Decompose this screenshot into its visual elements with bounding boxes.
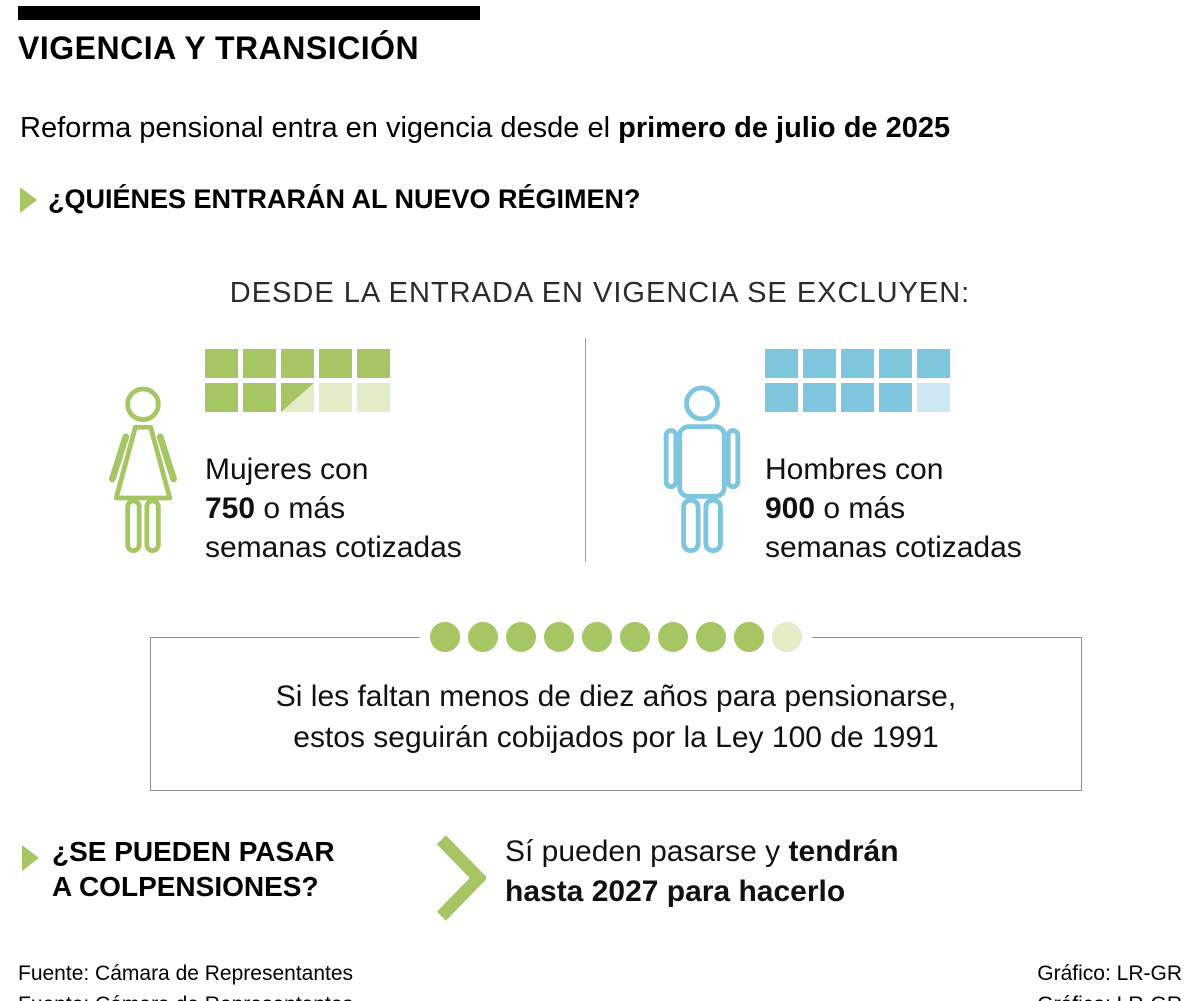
- chevron-right-icon: [434, 834, 488, 927]
- grid-cell-full: [205, 349, 238, 378]
- grid-cell-full: [205, 383, 238, 412]
- grid-cell-full: [243, 349, 276, 378]
- grid-cell-light: [772, 622, 802, 652]
- women-line1: Mujeres con: [205, 453, 369, 486]
- grid-cell-full: [841, 383, 874, 412]
- question-colpensiones-line1: ¿SE PUEDEN PASAR: [52, 836, 335, 867]
- grid-cell-full: [243, 383, 276, 412]
- page-title: VIGENCIA Y TRANSICIÓN: [18, 30, 420, 66]
- grid-cell-full: [917, 349, 950, 378]
- triangle-bullet-icon-2: [22, 845, 39, 871]
- men-value: 900: [765, 492, 816, 525]
- answer-bold-1: tendrán: [788, 835, 899, 868]
- grid-cell-full: [281, 349, 314, 378]
- question-colpensiones: ¿SE PUEDEN PASAR A COLPENSIONES?: [52, 834, 335, 904]
- grid-cell-full: [544, 622, 574, 652]
- source-credit: Fuente: Cámara de Representantes: [18, 962, 354, 985]
- men-label: Hombres con 900 o más semanas cotizadas: [765, 450, 1022, 567]
- grid-cell-full: [841, 349, 874, 378]
- man-icon: [663, 384, 741, 573]
- women-value-suffix: o más: [255, 492, 346, 525]
- grid-cell-full: [803, 383, 836, 412]
- clipped-text-right: Gráfico: LR-GR: [1037, 994, 1182, 1001]
- subtitle: Reforma pensional entra en vigencia desd…: [20, 112, 950, 145]
- grid-cell-full: [879, 383, 912, 412]
- men-weeks-grid: [765, 349, 950, 412]
- grid-cell-full: [734, 622, 764, 652]
- top-black-bar: [18, 6, 480, 20]
- ten-years-dots: [420, 622, 812, 652]
- transition-box: Si les faltan menos de diez años para pe…: [150, 622, 1082, 791]
- column-divider: [585, 338, 586, 562]
- question-regimen-label: ¿QUIÉNES ENTRARÁN AL NUEVO RÉGIMEN?: [48, 184, 641, 214]
- grid-cell-half: [281, 383, 314, 412]
- transition-line2: estos seguirán cobijados por la Ley 100 …: [293, 721, 939, 754]
- question-colpensiones-line2: A COLPENSIONES?: [52, 871, 319, 902]
- grid-cell-full: [620, 622, 650, 652]
- grid-cell-full: [468, 622, 498, 652]
- answer-colpensiones: Sí pueden pasarse y tendrán hasta 2027 p…: [505, 832, 899, 912]
- grid-cell-full: [879, 349, 912, 378]
- subtitle-regular: Reforma pensional entra en vigencia desd…: [20, 112, 619, 144]
- grid-cell-full: [765, 349, 798, 378]
- men-line3: semanas cotizadas: [765, 531, 1022, 564]
- men-line1: Hombres con: [765, 453, 944, 486]
- graphic-credit: Gráfico: LR-GR: [1037, 962, 1182, 985]
- grid-cell-light: [357, 383, 390, 412]
- question-regimen: ¿QUIÉNES ENTRARÁN AL NUEVO RÉGIMEN?: [20, 184, 641, 215]
- answer-bold-2: hasta 2027 para hacerlo: [505, 875, 846, 908]
- grid-cell-full: [658, 622, 688, 652]
- grid-cell-full: [696, 622, 726, 652]
- woman-icon: [99, 384, 187, 575]
- footer: Fuente: Cámara de Representantes Gráfico…: [18, 962, 1182, 986]
- grid-cell-full: [430, 622, 460, 652]
- women-line3: semanas cotizadas: [205, 531, 462, 564]
- triangle-bullet-icon: [20, 186, 37, 213]
- women-label: Mujeres con 750 o más semanas cotizadas: [205, 450, 462, 567]
- grid-cell-full: [357, 349, 390, 378]
- women-value: 750: [205, 492, 256, 525]
- exclusion-heading: DESDE LA ENTRADA EN VIGENCIA SE EXCLUYEN…: [229, 277, 971, 309]
- grid-cell-full: [803, 349, 836, 378]
- answer-regular: Sí pueden pasarse y: [505, 835, 789, 868]
- clipped-text-left: Fuente: Cámara de Representantes: [18, 994, 353, 1001]
- transition-text: Si les faltan menos de diez años para pe…: [151, 676, 1081, 758]
- grid-cell-full: [582, 622, 612, 652]
- transition-line1: Si les faltan menos de diez años para pe…: [275, 680, 957, 713]
- women-weeks-grid: [205, 349, 390, 412]
- grid-cell-full: [319, 349, 352, 378]
- men-value-suffix: o más: [815, 492, 906, 525]
- grid-cell-light: [917, 383, 950, 412]
- subtitle-bold: primero de julio de 2025: [618, 112, 951, 144]
- grid-cell-full: [765, 383, 798, 412]
- grid-cell-full: [506, 622, 536, 652]
- grid-cell-light: [319, 383, 352, 412]
